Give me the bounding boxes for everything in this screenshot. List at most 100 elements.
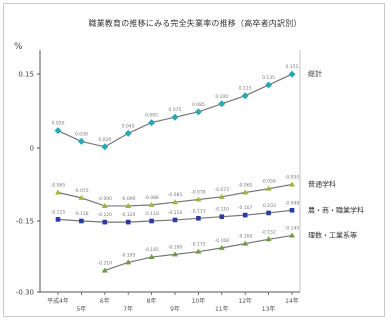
data-point xyxy=(289,232,295,238)
plot-area: 0.050 0.030 0.020 0.045 0.065 0.075 0.085 0.100… xyxy=(51,64,364,273)
data-point xyxy=(172,217,178,223)
data-label: -0.120 xyxy=(121,212,136,218)
data-point xyxy=(172,199,178,205)
x-tick-label: 11年 xyxy=(215,305,229,313)
series-name: 総計 xyxy=(308,69,322,78)
data-point xyxy=(218,244,225,250)
data-point xyxy=(195,248,202,254)
data-point xyxy=(242,240,249,246)
data-label: -0.120 xyxy=(98,212,113,218)
data-label: 0.155 xyxy=(286,64,299,70)
data-label: 0.050 xyxy=(52,121,65,127)
data-point xyxy=(101,143,109,151)
x-tick-label: 14年 xyxy=(285,297,299,305)
y-tick-label: 0.15 xyxy=(18,71,34,79)
data-label: -0.088 xyxy=(144,195,159,201)
y-tick-label: -0.15 xyxy=(16,218,34,226)
data-label: 0.115 xyxy=(239,86,252,92)
axes: 0.15 0 -0.15 -0.30 平成4年 5年 6年 7年 8年 9年 10年 11年 12年 13… xyxy=(16,50,301,313)
data-point xyxy=(102,219,108,225)
data-label: -0.078 xyxy=(191,190,206,196)
data-point xyxy=(78,194,85,200)
data-point xyxy=(124,129,132,137)
x-tick-label: 9年 xyxy=(170,305,180,313)
data-label: -0.107 xyxy=(238,205,253,211)
data-label: -0.180 xyxy=(168,244,183,250)
data-point xyxy=(194,108,202,116)
data-point xyxy=(172,251,178,257)
data-label: -0.075 xyxy=(74,188,89,194)
data-label: -0.073 xyxy=(215,187,230,193)
data-label: -0.065 xyxy=(51,183,66,189)
x-tick-label: 6年 xyxy=(100,297,110,305)
data-point xyxy=(195,196,202,202)
data-label: -0.113 xyxy=(191,208,206,214)
data-label: 0.045 xyxy=(122,123,135,129)
series-3: -0.115 -0.118 -0.120 -0.120 -0.118 -0.116 -0.1… xyxy=(51,200,364,225)
x-tick-label: 10年 xyxy=(192,297,206,305)
data-point xyxy=(288,70,296,78)
data-point xyxy=(77,137,85,145)
data-point xyxy=(171,113,179,121)
data-point xyxy=(242,189,249,195)
data-point xyxy=(289,181,295,187)
x-tick-label: 13年 xyxy=(262,305,276,313)
data-point xyxy=(148,201,155,207)
data-point xyxy=(55,189,61,195)
data-label: -0.195 xyxy=(121,252,136,258)
data-label: -0.116 xyxy=(168,210,183,216)
data-point xyxy=(125,219,131,225)
data-point xyxy=(266,210,271,216)
data-label: 0.065 xyxy=(145,113,158,119)
series-name: 普通学科 xyxy=(308,179,336,188)
data-label: -0.160 xyxy=(238,234,253,240)
data-label: -0.103 xyxy=(261,203,276,209)
data-label: 0.135 xyxy=(262,75,275,81)
data-label: -0.152 xyxy=(261,229,276,235)
data-label: -0.118 xyxy=(144,211,159,217)
series-2: -0.065 -0.075 -0.090 -0.090 -0.088 -0.083 -0.0… xyxy=(51,174,336,208)
data-label: -0.090 xyxy=(121,196,136,202)
series-name: 農・商・職業学科 xyxy=(308,205,364,214)
data-label: -0.098 xyxy=(285,200,300,206)
data-label: 0.100 xyxy=(215,94,228,100)
data-point xyxy=(289,207,295,213)
data-label: -0.168 xyxy=(215,238,230,244)
chart-title: 職業教育の推移にみる完全失業率の推移（高卒者内訳別） xyxy=(88,18,301,28)
data-point xyxy=(125,259,132,265)
series-name: 理数・工業系等 xyxy=(308,231,357,240)
x-tick-label: 12年 xyxy=(238,297,252,305)
data-label: 0.020 xyxy=(98,137,111,143)
data-point xyxy=(149,218,154,224)
data-label: 0.075 xyxy=(169,107,182,113)
x-tick-label: 8年 xyxy=(147,297,157,305)
data-point xyxy=(265,236,272,242)
data-label: -0.145 xyxy=(285,226,300,232)
data-point xyxy=(219,214,225,220)
data-label: -0.185 xyxy=(144,247,159,253)
data-point xyxy=(54,127,62,135)
y-axis-unit: % xyxy=(14,42,23,52)
data-label: -0.115 xyxy=(51,209,66,215)
x-tick-label: 平成4年 xyxy=(47,297,69,305)
data-label: -0.110 xyxy=(215,207,230,213)
data-point xyxy=(218,193,225,199)
y-tick-label: -0.30 xyxy=(16,289,34,297)
data-label: -0.058 xyxy=(261,179,276,185)
data-point xyxy=(242,212,248,218)
data-label: -0.175 xyxy=(191,242,206,248)
data-label: -0.050 xyxy=(285,174,300,180)
data-label: -0.065 xyxy=(238,183,253,189)
y-tick-label: 0 xyxy=(30,145,34,153)
data-point xyxy=(125,202,132,208)
data-label: 0.030 xyxy=(75,131,88,137)
series-1: 0.050 0.030 0.020 0.045 0.065 0.075 0.085 0.100… xyxy=(52,64,322,151)
data-point xyxy=(148,254,155,260)
data-point xyxy=(218,100,226,108)
data-point xyxy=(241,92,249,100)
data-label: -0.118 xyxy=(74,211,89,217)
data-point xyxy=(55,217,61,222)
data-label: -0.090 xyxy=(98,196,113,202)
data-point xyxy=(196,216,201,221)
data-label: -0.083 xyxy=(168,192,183,198)
